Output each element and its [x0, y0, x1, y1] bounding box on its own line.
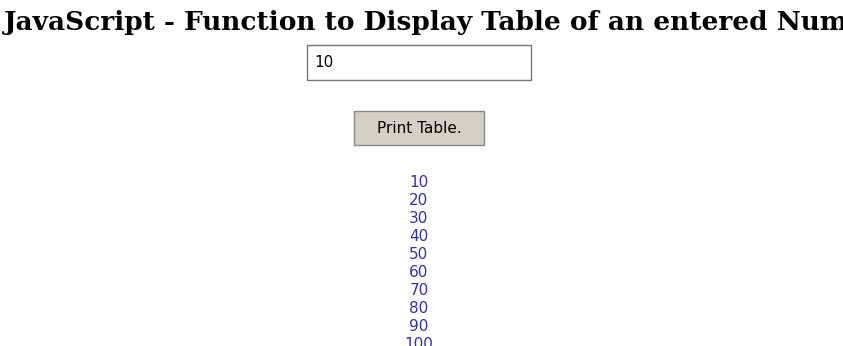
Text: Print Table.: Print Table.: [377, 120, 461, 136]
Text: 20: 20: [410, 193, 428, 208]
Text: 80: 80: [410, 301, 428, 316]
Text: 100: 100: [405, 337, 433, 346]
Text: 10: 10: [314, 55, 333, 70]
FancyBboxPatch shape: [354, 111, 484, 145]
Text: JavaScript - Function to Display Table of an entered Number.: JavaScript - Function to Display Table o…: [4, 10, 843, 35]
Text: 10: 10: [410, 175, 428, 190]
Text: 30: 30: [410, 211, 428, 226]
Text: 90: 90: [410, 319, 428, 334]
Text: 50: 50: [410, 247, 428, 262]
Text: 70: 70: [410, 283, 428, 298]
FancyBboxPatch shape: [308, 45, 531, 80]
Text: 60: 60: [410, 265, 428, 280]
Text: 40: 40: [410, 229, 428, 244]
